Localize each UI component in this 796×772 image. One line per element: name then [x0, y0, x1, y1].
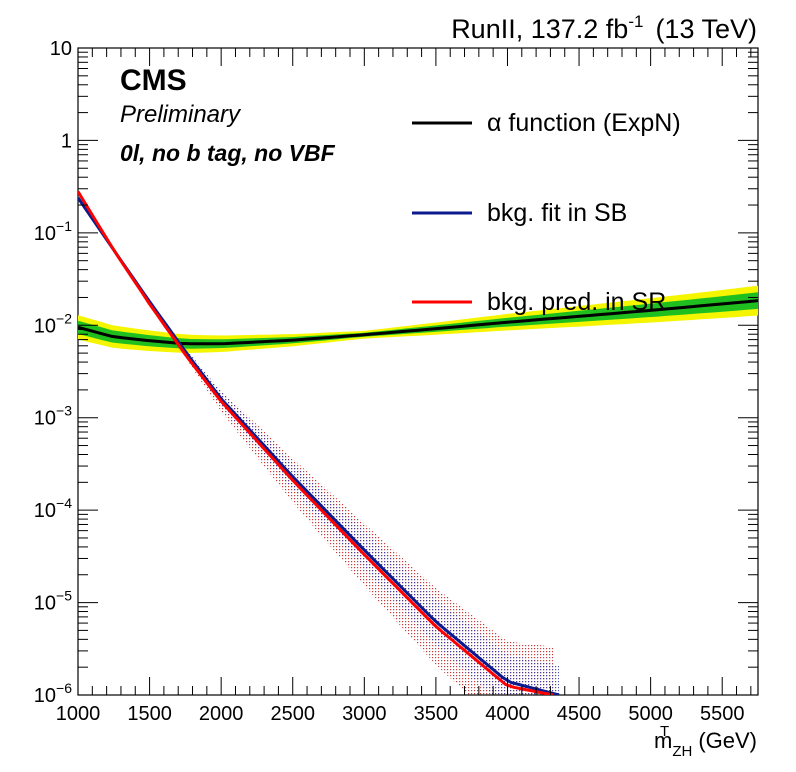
cms-label: CMS: [120, 64, 187, 97]
x-tick-label: 4000: [485, 703, 530, 725]
x-axis-title-main: m: [654, 728, 672, 753]
y-tick-exponent: −4: [56, 495, 72, 511]
y-tick-label: 10−2: [34, 310, 72, 337]
y-tick-exponent: −1: [56, 218, 72, 234]
x-axis-title-sup: T: [660, 723, 669, 740]
axis-ticks: [77, 47, 758, 696]
x-axis-title: mZH (GeV): [654, 728, 757, 760]
y-tick-base: 10: [34, 685, 56, 707]
alpha-band-2sigma: [78, 285, 758, 353]
x-tick-label: 2500: [270, 703, 315, 725]
data-layer: [78, 190, 758, 695]
y-tick-base: 10: [34, 500, 56, 522]
x-tick-label: 4500: [557, 703, 602, 725]
legend-label-alpha: α function (ExpN): [487, 109, 681, 137]
axis-tick-labels: 1000 1500 2000 2500 3000 3500 4000 4500 5000 5500…: [34, 38, 745, 725]
x-tick-label: 3000: [342, 703, 387, 725]
x-axis-title-sub: ZH: [672, 743, 692, 760]
y-tick-label: 10: [50, 38, 72, 60]
lumi-label: RunII, 137.2 fb-1 (13 TeV): [451, 12, 757, 44]
x-axis-title-unit: (GeV): [698, 728, 757, 753]
lumi-run: RunII, 137.2 fb: [451, 14, 628, 44]
y-tick-label: 10−4: [34, 495, 72, 522]
y-tick-label: 10−5: [34, 588, 72, 615]
sr-line: [78, 190, 554, 695]
category-label: 0l, no b tag, no VBF: [120, 140, 336, 166]
y-tick-base: 10: [34, 223, 56, 245]
sr-band: [78, 190, 554, 695]
x-tick-label: 1500: [127, 703, 172, 725]
y-tick-label: 10−3: [34, 403, 72, 430]
y-tick-base: 10: [34, 593, 56, 615]
lumi-exponent: -1: [628, 12, 643, 31]
sb-line: [78, 196, 560, 695]
y-tick-label: 10−1: [34, 218, 72, 245]
y-tick-exponent: −6: [56, 680, 72, 696]
sb-band: [78, 197, 559, 695]
preliminary-label: Preliminary: [120, 101, 242, 128]
lumi-energy: (13 TeV): [655, 14, 757, 44]
y-tick-exponent: −3: [56, 403, 72, 419]
x-tick-label: 3500: [414, 703, 459, 725]
y-tick-base: 10: [34, 408, 56, 430]
alpha-band-1sigma: [78, 292, 758, 349]
x-tick-label: 5000: [628, 703, 673, 725]
y-tick-label: 10−6: [34, 680, 72, 707]
y-tick-base: 10: [34, 315, 56, 337]
y-tick-label: 1: [61, 130, 72, 152]
alpha-line: [78, 299, 758, 346]
legend: α function (ExpN) bkg. fit in SB bkg. pr…: [412, 109, 681, 316]
x-tick-label: 5500: [700, 703, 745, 725]
legend-label-sr: bkg. pred. in SR: [487, 288, 666, 316]
x-tick-label: 1000: [56, 703, 101, 725]
x-tick-label: 2000: [199, 703, 244, 725]
plot-frame: [77, 47, 759, 696]
y-tick-exponent: −5: [56, 588, 72, 604]
y-tick-exponent: −2: [56, 310, 72, 326]
legend-label-sb: bkg. fit in SB: [487, 199, 627, 227]
